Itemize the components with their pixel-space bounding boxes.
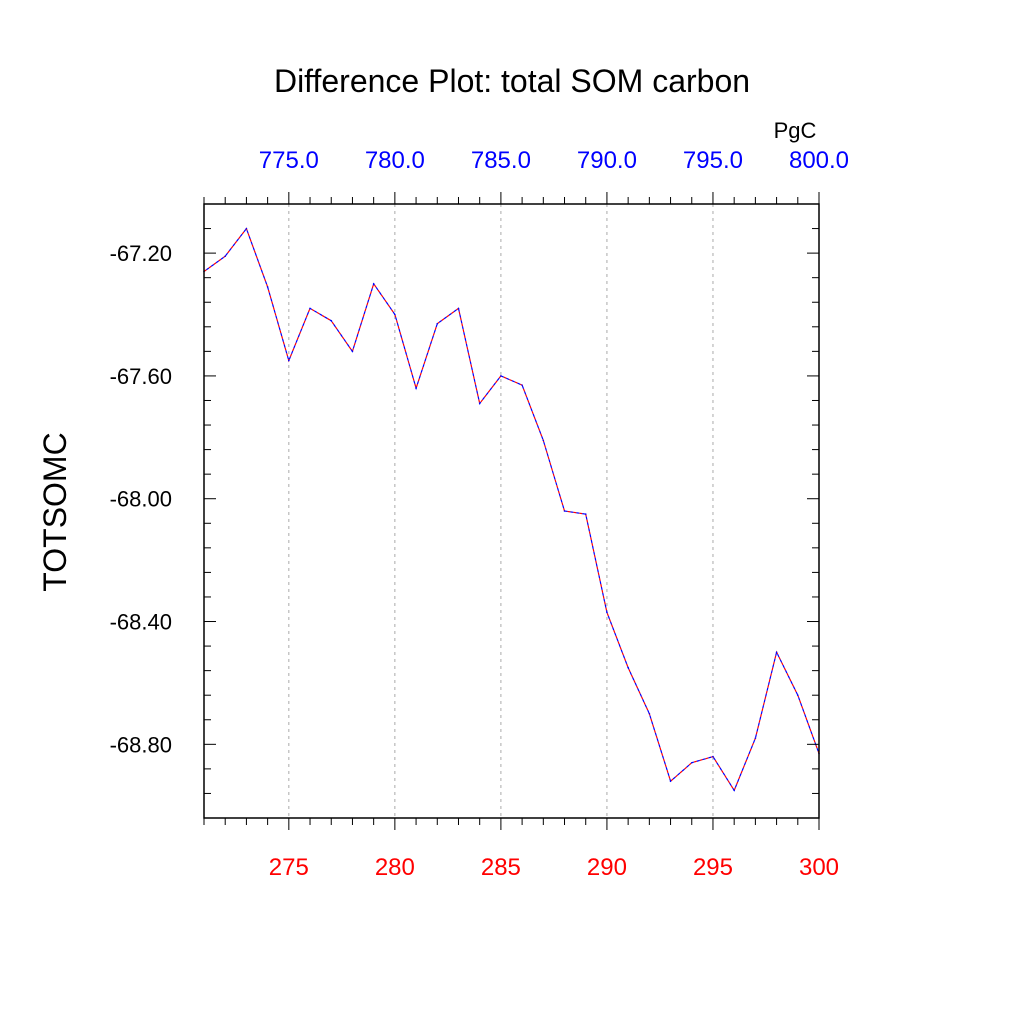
data-point	[584, 513, 587, 515]
data-point	[775, 651, 778, 654]
data-point	[457, 307, 460, 310]
top-tick-label: 790.0	[577, 147, 637, 174]
y-tick-label: -68.00	[110, 487, 172, 512]
series-line-blue	[203, 227, 820, 792]
y-tick-label: -68.40	[110, 610, 172, 635]
series-group	[203, 227, 820, 792]
x-tick-label: 280	[375, 854, 415, 881]
data-point	[330, 319, 333, 322]
y-tick-label: -68.80	[110, 732, 172, 757]
x-tick-label: 295	[693, 854, 733, 881]
data-point	[436, 322, 439, 325]
y-tick-label: -67.60	[110, 364, 172, 389]
data-point	[796, 694, 799, 696]
data-point	[712, 755, 714, 758]
top-axis-unit: PgC	[774, 118, 817, 143]
tick-labels: 275 280 285 290 295 300 775.0 780.0 785.0 790.0 79…	[110, 147, 849, 881]
data-point	[245, 227, 248, 230]
data-point	[372, 283, 375, 285]
x-tick-label: 275	[269, 854, 309, 881]
data-point	[351, 350, 354, 353]
data-point	[563, 510, 566, 512]
data-point	[266, 286, 269, 288]
data-point	[606, 611, 608, 614]
data-point	[754, 737, 757, 739]
data-point	[478, 402, 481, 405]
x-tick-label: 300	[799, 854, 839, 881]
data-point	[690, 761, 693, 764]
data-point	[648, 712, 651, 715]
data-point	[224, 255, 227, 257]
data-point	[415, 387, 417, 390]
top-tick-label: 785.0	[471, 147, 531, 174]
data-point	[521, 384, 523, 386]
data-point	[669, 780, 672, 782]
axis-ticks	[203, 192, 820, 830]
x-tick-label: 290	[587, 854, 627, 881]
data-point	[288, 359, 290, 362]
data-point	[733, 789, 735, 792]
data-point	[500, 375, 502, 377]
data-point	[309, 307, 311, 310]
top-tick-label: 800.0	[789, 147, 849, 174]
top-tick-label: 795.0	[683, 147, 743, 174]
y-axis-label: TOTSOMC	[37, 432, 73, 591]
top-tick-label: 775.0	[259, 147, 319, 174]
data-point	[394, 313, 396, 316]
series-line-red	[203, 227, 820, 792]
grid-lines	[288, 204, 714, 818]
chart-title: Difference Plot: total SOM carbon	[274, 63, 750, 99]
y-tick-label: -67.20	[110, 241, 172, 266]
plot-frame	[203, 203, 820, 819]
data-point	[542, 439, 545, 442]
top-tick-label: 780.0	[365, 147, 425, 174]
data-point	[627, 666, 629, 669]
x-tick-label: 285	[481, 854, 521, 881]
